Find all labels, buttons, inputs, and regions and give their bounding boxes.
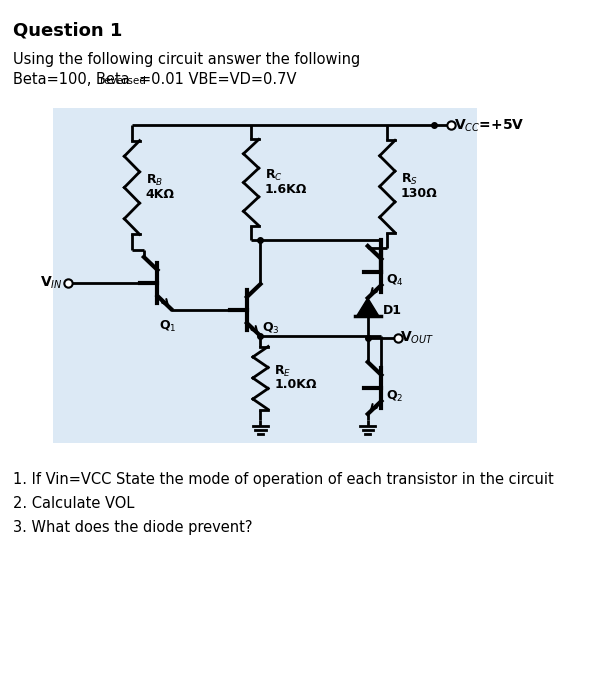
Text: R$_{C}$: R$_{C}$ [265, 168, 283, 183]
Text: V$_{OUT}$: V$_{OUT}$ [400, 330, 434, 346]
Text: V$_{IN}$: V$_{IN}$ [40, 275, 63, 291]
Text: Beta=100, Beta: Beta=100, Beta [13, 72, 129, 87]
Text: Q$_{3}$: Q$_{3}$ [262, 321, 280, 335]
Text: reversed: reversed [100, 76, 145, 86]
Text: Q$_{1}$: Q$_{1}$ [159, 319, 176, 334]
Text: 1.6KΩ: 1.6KΩ [265, 183, 307, 196]
Text: 1.0KΩ: 1.0KΩ [274, 379, 316, 391]
Text: Using the following circuit answer the following: Using the following circuit answer the f… [13, 52, 360, 67]
Text: D1: D1 [383, 304, 402, 316]
Text: Question 1: Question 1 [13, 22, 122, 40]
Text: 4KΩ: 4KΩ [145, 188, 175, 201]
Text: 130Ω: 130Ω [401, 187, 438, 200]
Text: 1. If Vin=VCC State the mode of operation of each transistor in the circuit: 1. If Vin=VCC State the mode of operatio… [13, 472, 554, 487]
Text: V$_{CC}$=+5V: V$_{CC}$=+5V [454, 118, 524, 134]
Text: R$_{E}$: R$_{E}$ [274, 363, 291, 379]
Text: 2. Calculate VOL: 2. Calculate VOL [13, 496, 134, 511]
Text: R$_{S}$: R$_{S}$ [401, 172, 418, 187]
Text: Q$_{4}$: Q$_{4}$ [386, 272, 404, 288]
Text: R$_{B}$: R$_{B}$ [145, 173, 163, 188]
Polygon shape [356, 298, 379, 316]
Text: =0.01 VBE=VD=0.7V: =0.01 VBE=VD=0.7V [139, 72, 296, 87]
Text: 3. What does the diode prevent?: 3. What does the diode prevent? [13, 520, 252, 535]
FancyBboxPatch shape [53, 108, 477, 443]
Text: Q$_{2}$: Q$_{2}$ [386, 389, 403, 403]
